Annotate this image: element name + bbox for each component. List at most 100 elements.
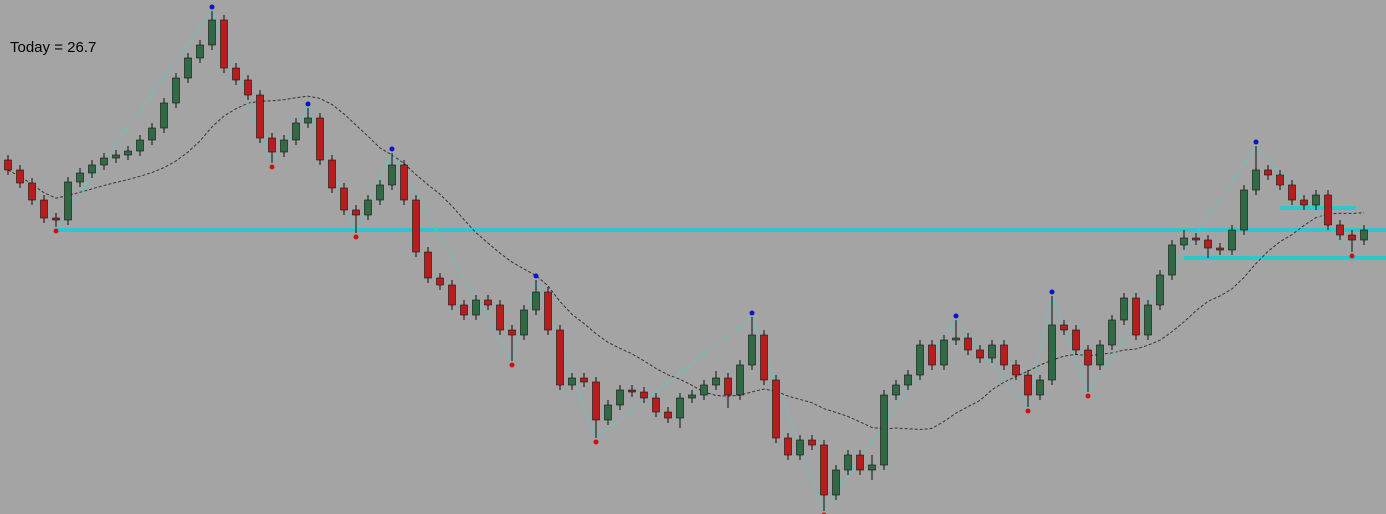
candle-body (844, 454, 852, 471)
candle-body (244, 79, 252, 96)
pivot-low (509, 362, 515, 368)
candle-body (472, 299, 480, 316)
candle-body (916, 344, 924, 376)
candle-body (964, 337, 972, 351)
pivot-low (269, 164, 275, 170)
pivot-low (353, 234, 359, 240)
candle-body (712, 377, 720, 386)
candle-body (1300, 199, 1308, 206)
candle-body (1264, 169, 1272, 176)
candle-body (1180, 237, 1188, 246)
candle-body (1348, 234, 1356, 241)
pivot-high (209, 4, 215, 10)
candle-body (568, 377, 576, 386)
candle-body (292, 122, 300, 141)
candle-body (1096, 344, 1104, 366)
candle-body (400, 164, 408, 201)
candle-body (436, 277, 444, 286)
candle-body (652, 397, 660, 413)
moving-average (7, 95, 1365, 431)
candle-body (1060, 324, 1068, 331)
candle-body (364, 199, 372, 216)
candle-body (232, 67, 240, 81)
candle-body (928, 344, 936, 366)
candle-body (748, 334, 756, 366)
candle-body (760, 334, 768, 381)
candle-body (280, 139, 288, 153)
pivot-low (593, 439, 599, 445)
candle-body (544, 291, 552, 331)
candle-body (1036, 379, 1044, 396)
plot (4, 4, 1386, 514)
candle-body (1312, 194, 1320, 206)
pivot-high (533, 273, 539, 279)
pivot-low (1349, 253, 1355, 259)
candle-body (148, 127, 156, 141)
pivot-high (1253, 139, 1259, 145)
candle-body (1252, 169, 1260, 191)
candle-body (820, 444, 828, 496)
candle-body (556, 329, 564, 386)
candle-body (640, 391, 648, 399)
annotation: Today = 26.7 (10, 39, 96, 56)
candle-body (196, 44, 204, 59)
candle-body (1144, 304, 1152, 336)
candle-body (1120, 297, 1128, 321)
candle-body (172, 77, 180, 104)
candle-body (976, 349, 984, 359)
candle-body (520, 309, 528, 336)
candle-body (52, 217, 60, 221)
candle-body (1324, 194, 1332, 226)
candle-body (208, 19, 216, 46)
candle-body (304, 117, 312, 124)
candle-body (532, 291, 540, 311)
candle-body (736, 364, 744, 396)
candle-body (940, 339, 948, 366)
candle-body (1012, 364, 1020, 376)
candle-body (1360, 229, 1368, 241)
candle-body (592, 381, 600, 421)
candle-body (448, 284, 456, 306)
candle-body (28, 182, 36, 201)
candle-body (784, 437, 792, 456)
candle-body (1024, 374, 1032, 396)
candle-body (460, 304, 468, 316)
candle-body (1240, 189, 1248, 231)
candle-body (796, 439, 804, 456)
candle-body (952, 337, 960, 341)
candle-body (388, 164, 396, 186)
candle-body (256, 94, 264, 139)
candle-body (1228, 229, 1236, 251)
candle-body (484, 299, 492, 306)
candle-body (508, 329, 516, 336)
candle-body (856, 454, 864, 471)
candle-body (1288, 184, 1296, 201)
candle-body (88, 164, 96, 174)
candle-body (868, 464, 876, 471)
candle-body (40, 199, 48, 219)
candle-body (112, 154, 120, 159)
candle-body (1276, 174, 1284, 186)
candle-body (1132, 297, 1140, 336)
candle-body (124, 150, 132, 156)
candle-body (1108, 319, 1116, 346)
candle-body (1000, 344, 1008, 366)
candle-body (700, 384, 708, 396)
candle-body (496, 304, 504, 331)
candle-body (1156, 274, 1164, 306)
candle-body (1168, 244, 1176, 276)
candle-body (988, 344, 996, 359)
pivot-high (749, 310, 755, 316)
candle-body (184, 57, 192, 79)
candle-body (160, 102, 168, 129)
candle-body (4, 159, 12, 171)
candle-body (64, 181, 72, 221)
candle-body (580, 377, 588, 383)
candle-body (352, 209, 360, 216)
pivot-high (305, 101, 311, 107)
candle-body (220, 19, 228, 69)
candle-body (16, 169, 24, 184)
candle-body (76, 172, 84, 183)
